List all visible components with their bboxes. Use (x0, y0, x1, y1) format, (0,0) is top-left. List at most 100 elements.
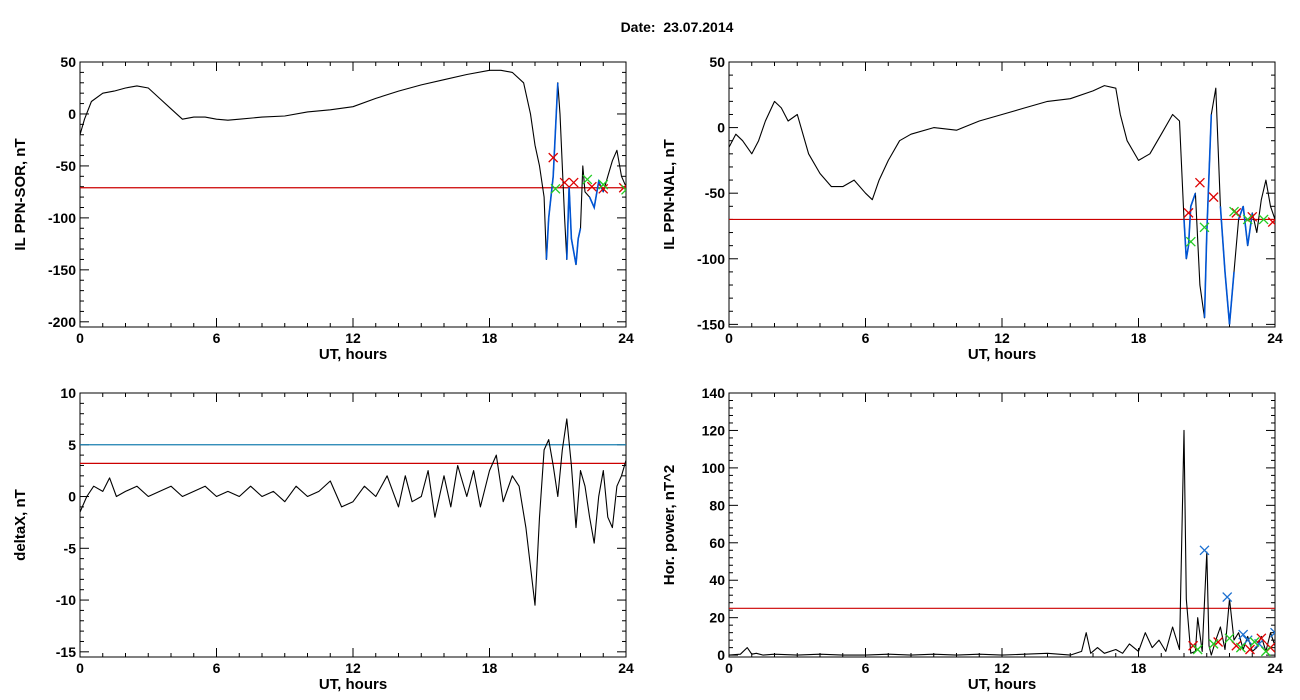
y-tick-label: 5 (68, 437, 76, 453)
x-axis-label: UT, hours (319, 676, 387, 693)
marker-green (1242, 214, 1253, 225)
y-tick-label: 10 (60, 385, 76, 401)
x-tick-label: 18 (482, 330, 498, 346)
marker-blue (1199, 545, 1210, 556)
x-tick-label: 0 (725, 660, 733, 676)
marker-red (586, 181, 597, 192)
x-tick-label: 0 (76, 660, 84, 676)
marker-green (1260, 646, 1271, 657)
x-tick-label: 18 (1131, 330, 1147, 346)
marker-green (1249, 637, 1260, 647)
event-segment (1183, 192, 1197, 259)
y-tick-label: -5 (64, 540, 77, 556)
x-tick-label: 6 (862, 660, 870, 676)
marker-red (559, 177, 570, 188)
event-segment (588, 178, 605, 211)
panel-deltax: 0 6 12 18 24 -15 -10 -5 0 5 10 UT, hours deltaX, nT (12, 385, 634, 693)
x-tick-label: 6 (862, 330, 870, 346)
x-tick-label: 12 (994, 330, 1010, 346)
x-tick-label: 12 (994, 660, 1010, 676)
y-axis-label: IL PPN-SOR, nT (12, 138, 29, 250)
y-tick-label: 50 (709, 54, 725, 70)
marker-green (550, 183, 561, 194)
marker-blue (1270, 627, 1275, 638)
y-tick-label: -150 (48, 262, 76, 278)
y-tick-label: 100 (702, 460, 726, 476)
y-tick-label: 0 (717, 120, 725, 136)
marker-red (598, 183, 609, 194)
marker-red (1208, 192, 1219, 203)
x-tick-label: 6 (213, 660, 221, 676)
y-tick-label: -50 (705, 185, 725, 201)
marker-red (1267, 217, 1275, 228)
marker-red (1194, 177, 1205, 188)
y-tick-label: 0 (717, 647, 725, 663)
event-segment (1219, 206, 1235, 325)
marker-red (1183, 207, 1194, 218)
y-tick-label: 120 (702, 422, 726, 438)
marker-blue (1222, 592, 1233, 603)
x-tick-label: 24 (1267, 330, 1283, 346)
y-axis-label: IL PPN-NAL, nT (661, 139, 678, 250)
x-axis-label: UT, hours (968, 346, 1036, 363)
x-tick-label: 6 (213, 330, 221, 346)
marker-red (568, 177, 579, 188)
x-axis-label: UT, hours (319, 346, 387, 363)
series-line (729, 429, 1275, 656)
x-tick-label: 12 (345, 660, 361, 676)
marker-green (1208, 638, 1219, 649)
marker-green (1229, 206, 1240, 217)
plot-frame (728, 61, 1276, 328)
marker-red (548, 152, 559, 163)
x-tick-label: 24 (618, 660, 634, 676)
x-tick-label: 24 (1267, 660, 1283, 676)
y-tick-label: 60 (709, 535, 725, 551)
marker-green (1235, 642, 1246, 653)
marker-green (582, 174, 593, 185)
y-tick-label: 20 (709, 610, 725, 626)
series-line (729, 85, 1275, 325)
y-tick-label: 0 (68, 106, 76, 122)
marker-red (1245, 644, 1255, 655)
plot-frame (79, 392, 627, 658)
y-axis-label: Hor. power, nT^2 (661, 465, 678, 585)
x-tick-label: 18 (1131, 660, 1147, 676)
y-tick-label: 40 (709, 572, 725, 588)
marker-green (1258, 214, 1269, 225)
y-tick-label: -200 (48, 314, 76, 330)
marker-blue (1238, 629, 1249, 640)
y-tick-label: -10 (56, 592, 76, 608)
event-segment (1237, 206, 1254, 246)
y-tick-label: -50 (56, 158, 76, 174)
panel-ppn-nal: 0 6 12 18 24 -150 -100 -50 0 50 UT, hours IL PPN-NA… (661, 54, 1283, 363)
series-line (80, 69, 626, 266)
event-segment (1203, 114, 1213, 318)
plot-area (80, 418, 626, 606)
marker-green (1224, 633, 1235, 644)
event-segment (545, 82, 559, 260)
y-tick-label: -150 (697, 316, 725, 332)
marker-green (598, 179, 609, 190)
y-tick-label: 140 (702, 385, 726, 401)
plot-area (729, 85, 1275, 325)
x-tick-label: 18 (482, 660, 498, 676)
x-axis-label: UT, hours (968, 676, 1036, 693)
marker-red (1231, 207, 1242, 218)
marker-red (1256, 633, 1267, 644)
marker-red (1247, 211, 1258, 222)
plot-area (80, 69, 626, 266)
panel-hor-power: 0 6 12 18 24 0 20 40 60 80 100 120 140 UT, hours Hor. … (661, 385, 1283, 693)
marker-green (1192, 644, 1203, 655)
chart-title: Date: 23.07.2014 (620, 19, 734, 35)
series-line (80, 418, 626, 606)
y-tick-label: -15 (56, 644, 76, 660)
x-tick-label: 0 (725, 330, 733, 346)
plot-frame (728, 392, 1276, 658)
plot-area (729, 429, 1275, 657)
event-segment (566, 186, 582, 265)
y-tick-label: 80 (709, 497, 725, 513)
panel-ppn-sor: 0 6 12 18 24 -200 -150 -100 -50 0 50 UT, hours IL PP… (12, 54, 634, 363)
x-tick-label: 12 (345, 330, 361, 346)
marker-green (1199, 222, 1210, 233)
